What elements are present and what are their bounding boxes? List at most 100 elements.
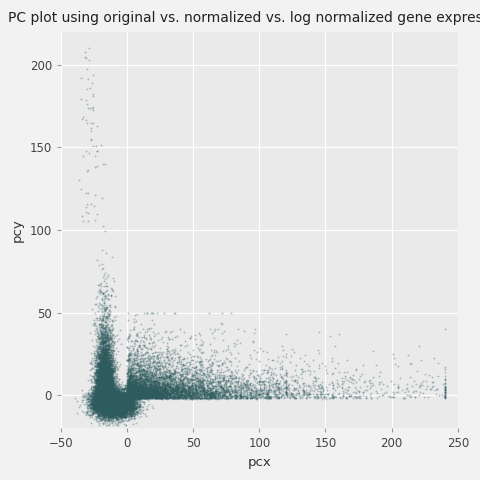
Point xyxy=(96,403,104,410)
Point xyxy=(98,375,106,383)
Point xyxy=(184,391,192,398)
Point xyxy=(159,375,167,383)
Point xyxy=(88,396,96,403)
Point xyxy=(97,396,105,404)
Point xyxy=(189,389,197,396)
Point xyxy=(111,399,119,407)
Point xyxy=(190,384,197,391)
Point xyxy=(172,379,180,386)
Point xyxy=(103,387,110,395)
Point xyxy=(111,397,119,405)
Point xyxy=(101,381,108,388)
Point xyxy=(97,399,105,407)
Point xyxy=(108,396,115,404)
Point xyxy=(123,400,131,408)
Point xyxy=(118,407,125,414)
Point xyxy=(108,362,116,370)
Point xyxy=(107,399,114,407)
Point xyxy=(290,348,298,356)
Point xyxy=(102,346,109,354)
Point xyxy=(118,401,125,408)
Point xyxy=(109,404,117,411)
Point xyxy=(100,404,108,412)
Point xyxy=(108,398,116,406)
Point xyxy=(109,368,117,376)
Point xyxy=(133,391,141,399)
Point xyxy=(107,389,115,396)
Point xyxy=(108,405,116,412)
Point xyxy=(109,406,117,414)
Point xyxy=(101,401,109,408)
Point xyxy=(91,356,99,363)
Point xyxy=(98,396,106,404)
Point xyxy=(99,402,107,410)
Point xyxy=(160,383,168,390)
Point xyxy=(114,390,121,397)
Point xyxy=(108,400,115,408)
Point xyxy=(96,371,103,379)
Point xyxy=(141,392,148,399)
Point xyxy=(254,390,262,398)
Point xyxy=(101,401,109,409)
Point xyxy=(198,389,205,397)
Point xyxy=(105,382,112,389)
Point xyxy=(106,395,113,403)
Point xyxy=(101,388,108,396)
Point xyxy=(100,400,108,408)
Point xyxy=(103,362,110,370)
Point xyxy=(196,391,204,399)
Point xyxy=(190,391,198,399)
Point xyxy=(132,376,140,384)
Point xyxy=(96,393,104,401)
Point xyxy=(100,398,108,406)
Point xyxy=(103,398,111,406)
Point xyxy=(99,402,107,410)
Point xyxy=(264,386,271,394)
Point xyxy=(111,389,119,397)
Point xyxy=(341,374,349,382)
Point xyxy=(133,408,141,416)
Point xyxy=(105,417,113,425)
Point xyxy=(120,391,127,399)
Point xyxy=(105,370,113,378)
Point xyxy=(156,388,164,396)
Point xyxy=(108,408,116,416)
Point xyxy=(114,387,122,395)
Point xyxy=(98,393,106,401)
Point xyxy=(110,366,118,374)
Point xyxy=(195,372,203,380)
Point xyxy=(105,383,112,391)
Point xyxy=(112,398,120,406)
Point xyxy=(220,391,228,399)
Point xyxy=(105,381,113,389)
Point xyxy=(132,390,139,398)
Point xyxy=(100,390,108,398)
Point xyxy=(101,388,108,396)
Point xyxy=(91,398,99,406)
Point xyxy=(111,400,119,408)
Point xyxy=(95,380,103,387)
Point xyxy=(139,386,147,394)
Point xyxy=(148,394,156,402)
Point xyxy=(196,346,204,353)
Point xyxy=(101,396,109,404)
Point xyxy=(92,384,100,391)
Point xyxy=(224,394,231,401)
Point xyxy=(104,405,111,412)
Point xyxy=(115,405,123,412)
Point xyxy=(108,403,115,411)
Point xyxy=(184,390,192,398)
Point xyxy=(108,396,116,404)
Point xyxy=(152,377,160,384)
Point xyxy=(98,377,106,385)
Point xyxy=(143,394,150,402)
Point xyxy=(230,371,238,379)
Point xyxy=(112,401,120,408)
Point xyxy=(103,400,110,408)
Point xyxy=(182,372,190,380)
Point xyxy=(118,397,126,405)
Point xyxy=(210,391,218,398)
Point xyxy=(104,376,111,384)
Point xyxy=(116,404,123,411)
Point xyxy=(116,402,124,410)
